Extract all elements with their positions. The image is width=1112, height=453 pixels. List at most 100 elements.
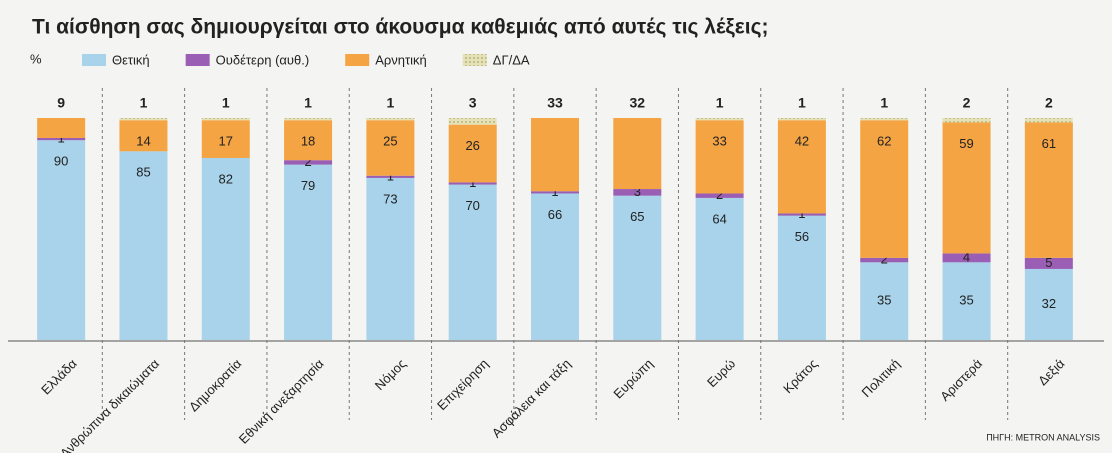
value-label: 56 xyxy=(795,229,809,244)
bar-segment xyxy=(201,118,250,121)
value-label: 1 xyxy=(551,184,558,199)
bar-segment xyxy=(284,164,333,340)
bar-segment xyxy=(695,118,744,121)
value-label: 3 xyxy=(634,184,641,199)
legend-label: Αρνητική xyxy=(375,52,427,67)
bar-segment xyxy=(860,257,909,263)
value-label: 14 xyxy=(136,134,150,149)
value-label: 70 xyxy=(465,198,479,213)
value-label: 65 xyxy=(630,209,644,224)
source: ΠΗΓΗ: METRON ANALYSIS xyxy=(986,432,1100,442)
bar-segment xyxy=(448,118,497,125)
value-label: 17 xyxy=(219,134,233,149)
top-label: 1 xyxy=(716,95,724,111)
bar-segment xyxy=(777,215,826,340)
value-label: 1 xyxy=(469,175,476,190)
value-label: 32 xyxy=(1042,296,1056,311)
value-label: 26 xyxy=(465,138,479,153)
bar-segment xyxy=(531,118,579,192)
bar-segment xyxy=(942,122,991,254)
bar-segment xyxy=(531,191,579,194)
top-label: 32 xyxy=(630,95,646,111)
value-label: 35 xyxy=(877,293,891,308)
bar-segment xyxy=(448,124,497,183)
value-label: 82 xyxy=(219,171,233,186)
chart-title: Τι αίσθηση σας δημιουργείται στο άκουσμα… xyxy=(32,16,769,39)
bar-segment xyxy=(201,120,250,158)
legend-label: ΔΓ/ΔΑ xyxy=(493,52,530,67)
bar-segment xyxy=(613,195,662,340)
value-label: 1 xyxy=(58,131,65,146)
top-label: 33 xyxy=(547,95,563,111)
x-tick-label: Επιχείρηση xyxy=(434,356,491,413)
bar-segment xyxy=(37,140,86,340)
value-label: 90 xyxy=(54,154,68,169)
value-label: 35 xyxy=(959,293,973,308)
top-label: 1 xyxy=(386,95,394,111)
value-label: 59 xyxy=(959,136,973,151)
value-label: 61 xyxy=(1042,136,1056,151)
bar-segment xyxy=(119,151,168,340)
bar-segment xyxy=(531,193,579,340)
value-label: 1 xyxy=(798,206,805,221)
x-tick-label: Αριστερά xyxy=(937,356,985,404)
value-label: 73 xyxy=(383,191,397,206)
x-tick-label: Ασφάλεια και τάξη xyxy=(489,356,574,441)
bar-segment xyxy=(284,160,333,165)
value-label: 64 xyxy=(712,211,726,226)
bar-segment xyxy=(1024,268,1073,340)
x-tick-label: Ευρώ xyxy=(704,356,738,390)
bar-segment xyxy=(1024,257,1073,269)
top-label: 3 xyxy=(469,95,477,111)
bar-segment xyxy=(366,118,415,121)
bar-segment xyxy=(860,262,909,340)
x-tick-label: Κράτος xyxy=(780,356,820,396)
bar-segment xyxy=(613,118,662,190)
bar-segment xyxy=(860,120,909,258)
bar-segment xyxy=(942,253,991,263)
value-label: 25 xyxy=(383,134,397,149)
legend-swatch xyxy=(345,54,370,66)
top-label: 9 xyxy=(57,95,65,111)
bar-segment xyxy=(1024,122,1073,258)
bar-segment xyxy=(448,184,497,340)
top-label: 1 xyxy=(798,95,806,111)
value-label: 18 xyxy=(301,134,315,149)
value-label: 2 xyxy=(881,252,888,267)
bar-segment xyxy=(695,193,744,198)
bar-segment xyxy=(284,120,333,161)
x-tick-label: Πολιτική xyxy=(859,356,903,400)
bar-segment xyxy=(201,157,250,340)
top-label: 1 xyxy=(304,95,312,111)
bar-segment xyxy=(366,177,415,340)
bar-segment xyxy=(448,182,497,185)
value-label: 62 xyxy=(877,134,891,149)
bar-segment xyxy=(777,120,826,214)
value-label: 2 xyxy=(716,187,723,202)
value-label: 33 xyxy=(712,134,726,149)
value-label: 85 xyxy=(136,165,150,180)
bar-segment xyxy=(942,262,991,340)
x-tick-label: Δεξιά xyxy=(1035,356,1068,389)
x-tick-label: Ευρώπη xyxy=(610,356,655,401)
bar-segment xyxy=(366,120,415,176)
bar-segment xyxy=(119,118,168,121)
bar-segment xyxy=(366,175,415,178)
value-label: 4 xyxy=(963,249,970,264)
bar-segment xyxy=(942,118,991,123)
top-label: 1 xyxy=(880,95,888,111)
bar-segment xyxy=(777,118,826,121)
value-label: 66 xyxy=(548,207,562,222)
bar-segment xyxy=(777,213,826,216)
bar-segment xyxy=(37,137,86,141)
value-label: 5 xyxy=(1045,255,1052,270)
x-tick-label: Νόμος xyxy=(372,356,409,393)
legend-swatch xyxy=(82,54,106,66)
bar-segment xyxy=(695,197,744,340)
top-label: 2 xyxy=(1045,95,1053,111)
value-label: 2 xyxy=(304,154,311,169)
y-axis-label: % xyxy=(30,51,42,66)
bar-segment xyxy=(860,118,909,121)
value-label: 42 xyxy=(795,134,809,149)
